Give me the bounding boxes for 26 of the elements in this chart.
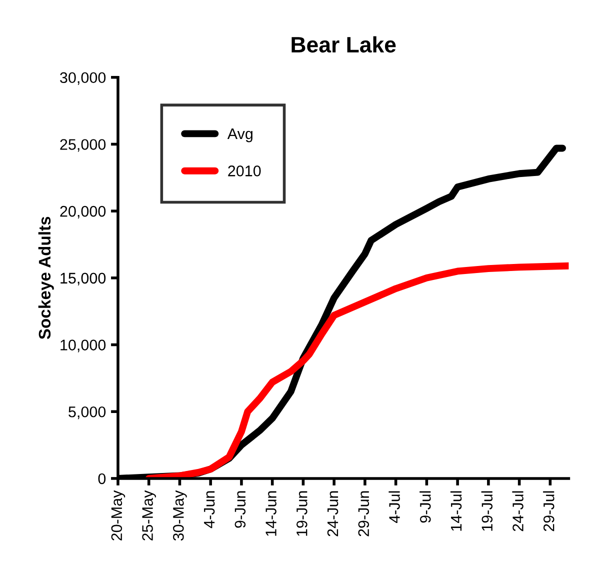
y-tick-label: 30,000 xyxy=(60,72,106,85)
y-tick-label: 0 xyxy=(98,473,106,484)
x-tick-label: 19-Jun xyxy=(296,491,308,536)
x-tick-label: 19-Jul xyxy=(481,491,493,531)
x-tick-label: 24-Jun xyxy=(327,491,338,536)
x-tick-label: 14-Jul xyxy=(450,491,462,531)
x-tick-label: 29-Jun xyxy=(358,491,370,536)
y-tick-label: 20,000 xyxy=(60,206,106,219)
chart-title: Bear Lake xyxy=(292,36,396,53)
x-tick-label: 24-Jul xyxy=(512,491,524,532)
x-tick-label: 9-Jul xyxy=(420,491,431,523)
x-tick-label: 25-May xyxy=(142,490,156,540)
x-tick-label: 14-Jun xyxy=(266,491,276,536)
x-tick-label: 4-Jul xyxy=(388,491,400,524)
y-axis-title: Sockeye Adults xyxy=(38,216,54,340)
y-tick-label: 10,000 xyxy=(60,340,106,352)
y-tick-label: 25,000 xyxy=(60,139,106,152)
x-tick-label: 9-Jun xyxy=(234,491,246,528)
y-tick-label: 15,000 xyxy=(60,272,106,286)
y-tick-label: 5,000 xyxy=(68,406,106,420)
x-tick-label: 29-Jul xyxy=(543,491,554,532)
legend-label: Avg xyxy=(227,128,252,142)
legend-label: 2010 xyxy=(228,166,261,176)
x-tick-label: 20-May xyxy=(111,490,126,540)
x-tick-label: 4-Jun xyxy=(204,491,215,528)
x-tick-label: 30-May xyxy=(173,490,187,541)
